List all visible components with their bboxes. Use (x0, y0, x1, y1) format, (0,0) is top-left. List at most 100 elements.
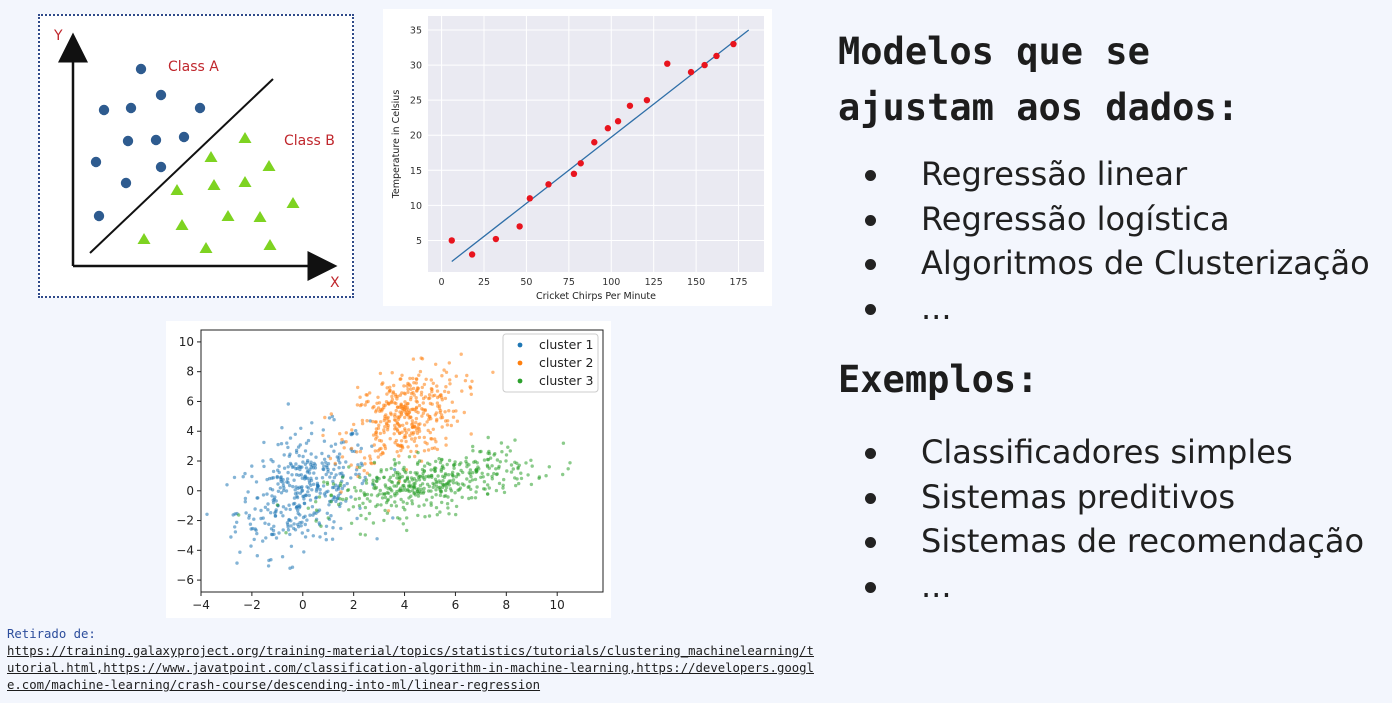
cluster-point (396, 422, 400, 426)
cluster-point (338, 497, 342, 501)
cluster-point (286, 528, 291, 532)
cluster-point (444, 443, 448, 447)
cluster-point (429, 378, 433, 382)
cluster-point (298, 467, 302, 472)
y-tick-label: −4 (176, 543, 194, 557)
cluster-point (320, 451, 324, 456)
cluster-point (365, 393, 369, 397)
cluster-point (282, 488, 286, 493)
cluster-point (376, 395, 380, 399)
cluster-point (382, 430, 386, 435)
cluster-point (451, 478, 456, 482)
cluster-point (332, 418, 336, 422)
cluster-point (321, 428, 325, 432)
cluster-point (417, 435, 422, 440)
cluster-point (308, 498, 313, 502)
cluster-point (266, 502, 270, 506)
x-axis-label: X (330, 275, 340, 291)
y-tick-label: 35 (410, 26, 422, 37)
y-tick-label: 8 (186, 365, 194, 379)
cluster-point (376, 426, 381, 430)
cluster-point (505, 469, 509, 473)
cluster-point (396, 481, 400, 486)
cluster-point (378, 431, 383, 436)
cluster-point (473, 459, 477, 464)
cluster-point (296, 508, 300, 513)
cluster-point (459, 352, 463, 356)
cluster-point (519, 476, 524, 481)
cluster-point (446, 390, 451, 394)
cluster-point (371, 481, 375, 485)
cluster-point (311, 534, 315, 538)
cluster-point (383, 495, 388, 500)
cluster-point (443, 410, 447, 414)
cluster-point (262, 464, 266, 469)
cluster-point (434, 493, 438, 497)
cluster-point (379, 503, 383, 507)
cluster-point (401, 500, 405, 504)
data-point (545, 181, 552, 188)
cluster-point (365, 471, 369, 475)
cluster-point (428, 396, 432, 400)
cluster-point (407, 480, 411, 484)
cluster-point (322, 457, 327, 461)
cluster-point (471, 444, 475, 449)
cluster-point (301, 460, 305, 464)
y-tick-label: 10 (179, 335, 194, 349)
cluster-point (237, 513, 241, 517)
class-b-point (286, 197, 300, 208)
cluster-point (398, 410, 402, 414)
cluster-point (450, 472, 454, 476)
cluster-point (437, 486, 441, 490)
cluster-point (307, 479, 311, 483)
cluster-point (294, 462, 298, 466)
cluster-point (406, 484, 411, 488)
cluster-point (411, 421, 415, 426)
cluster-point (413, 454, 417, 459)
x-tick-label: −4 (192, 598, 210, 612)
cluster-point (414, 405, 419, 410)
cluster-point (392, 414, 397, 418)
cluster-point (445, 423, 450, 427)
cluster-point (367, 511, 372, 516)
cluster-point (409, 395, 413, 400)
models-heading: Modelos que se ajustam aos dados: (838, 30, 1239, 129)
cluster-point (428, 430, 432, 435)
cluster-point (328, 456, 333, 461)
source-links[interactable]: https://training.galaxyproject.org/train… (7, 644, 814, 692)
cluster-point (279, 475, 283, 479)
cluster-point (492, 471, 496, 476)
cluster-point (233, 530, 238, 534)
cluster-point (235, 520, 239, 524)
cluster-point (405, 528, 409, 533)
class-b-point (199, 242, 213, 253)
classification-figure: Y X Class A Class B (38, 14, 354, 298)
cluster-point (433, 446, 437, 450)
cluster-point (253, 527, 257, 531)
cluster-point (423, 515, 427, 519)
class-a-point (135, 63, 147, 75)
cluster-point (322, 492, 327, 496)
cluster-point (449, 423, 453, 428)
cluster-point (494, 467, 498, 471)
cluster-point (285, 480, 289, 484)
cluster-point (349, 495, 353, 499)
cluster-point (342, 446, 346, 450)
cluster-point (460, 495, 464, 499)
class-b-point (262, 160, 276, 171)
cluster-point (486, 457, 491, 462)
cluster-point (406, 445, 410, 449)
cluster-point (300, 531, 304, 535)
cluster-point (339, 481, 343, 485)
cluster-point (368, 473, 372, 477)
cluster-point (374, 437, 378, 441)
cluster-point (297, 454, 301, 458)
cluster-point (354, 472, 358, 476)
cluster-point (372, 460, 377, 465)
cluster-point (368, 457, 373, 461)
data-point (577, 160, 584, 167)
cluster-point (410, 437, 414, 441)
cluster-point (422, 486, 426, 491)
cluster-point (413, 491, 417, 495)
x-tick-label: 6 (452, 598, 460, 612)
